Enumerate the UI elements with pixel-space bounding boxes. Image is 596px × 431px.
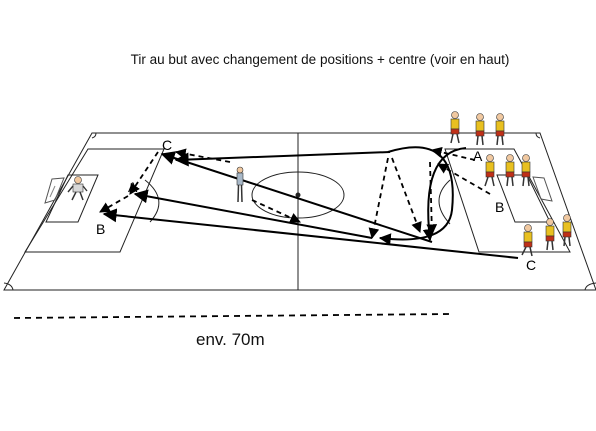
- dashed-center-run: [251, 199, 301, 223]
- pass-right-b-to-left-a: [133, 189, 373, 239]
- right-penalty-arc: [438, 179, 451, 225]
- player-right-a3: [495, 113, 505, 146]
- corner-arc-bottom-right: [584, 282, 596, 291]
- pass-right-c-to-left-b: [102, 208, 519, 259]
- dashed-paths: [99, 146, 491, 240]
- dashed-right-b-cross: [426, 161, 438, 236]
- left-goal-area: [45, 174, 99, 223]
- player-right-c3: [562, 214, 572, 247]
- player-right-b3: [521, 154, 531, 187]
- label-right-c: C: [526, 257, 536, 273]
- player-right-c2: [545, 218, 555, 251]
- goalkeeper-left: [67, 176, 88, 201]
- right-penalty-area: [444, 148, 571, 253]
- corner-arc-bottom-left: [3, 282, 14, 291]
- distance-dashed-line: [13, 313, 453, 319]
- position-labels: A B C A B C: [96, 137, 536, 273]
- distance-label: env. 70m: [196, 330, 265, 349]
- dashed-left-a-down: [99, 195, 129, 213]
- left-goal-net-1: [49, 185, 56, 198]
- label-left-c: C: [162, 137, 172, 153]
- curved-run-right-inner: [422, 147, 467, 242]
- movement-paths: [102, 146, 519, 259]
- corner-arc-top-right: [535, 132, 541, 139]
- defender-center: [236, 166, 244, 203]
- player-right-b2: [505, 154, 515, 187]
- dashed-right-b-to-mid: [437, 163, 491, 195]
- dashed-right-a-to-top: [430, 146, 476, 161]
- dashed-left-c-run: [174, 148, 231, 163]
- player-right-b1: [484, 154, 495, 187]
- label-left-b: B: [96, 221, 105, 237]
- left-penalty-arc: [144, 179, 160, 223]
- dashed-top-to-mid2: [391, 157, 422, 234]
- diagram-title: Tir au but avec changement de positions …: [130, 52, 510, 67]
- label-left-a: A: [128, 179, 138, 195]
- player-right-a1: [450, 111, 460, 144]
- center-spot: [295, 192, 301, 198]
- label-right-a: A: [473, 148, 483, 164]
- left-goal: [44, 177, 65, 204]
- right-goal: [532, 176, 553, 202]
- pass-right-a-to-left-c: [160, 151, 433, 243]
- player-right-c1: [521, 224, 533, 257]
- dashed-top-to-mid: [368, 157, 389, 240]
- label-right-b: B: [495, 199, 504, 215]
- right-players: [450, 111, 572, 257]
- left-penalty-area: [24, 148, 165, 253]
- curved-run-right: [378, 146, 454, 246]
- player-right-a2: [475, 113, 485, 146]
- corner-arc-top-left: [91, 132, 97, 139]
